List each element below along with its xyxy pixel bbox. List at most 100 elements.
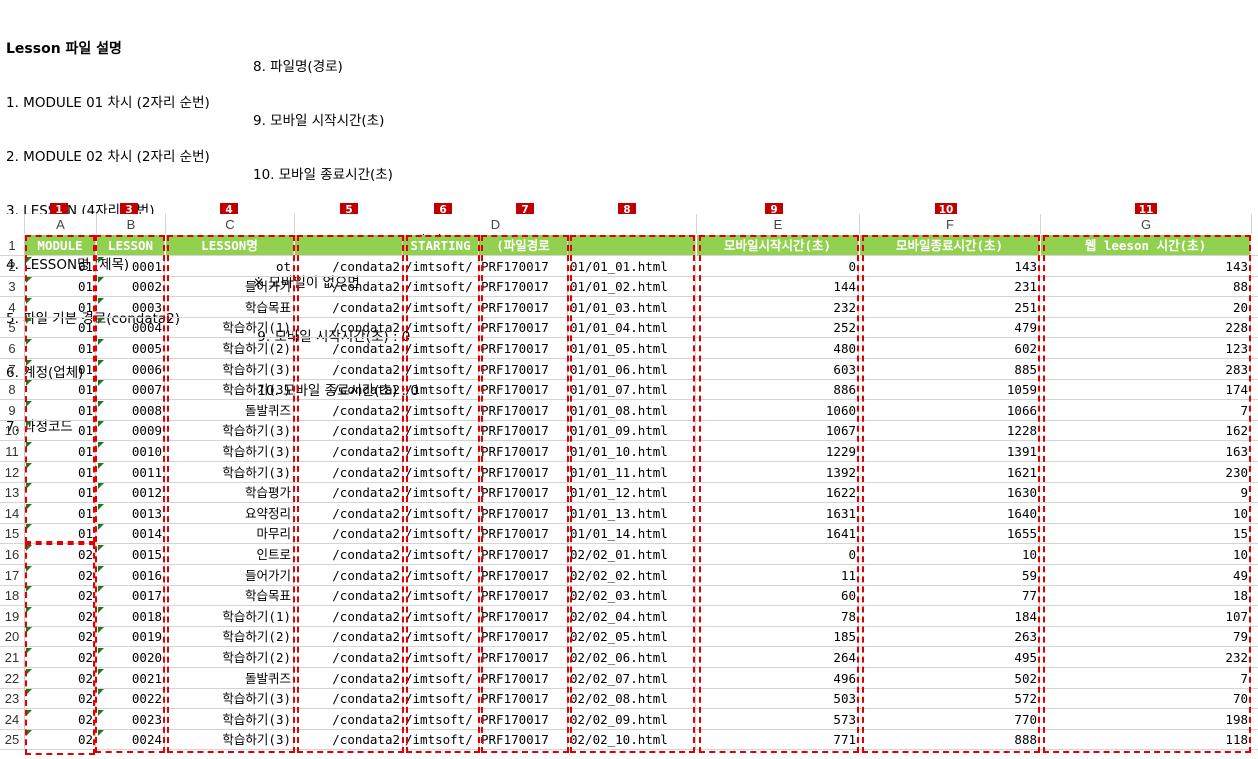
cell-lesson-name[interactable]: 학습하기(3) <box>166 688 294 709</box>
cell-course[interactable]: PRF170017 <box>479 688 568 709</box>
cell-web-time[interactable]: 232 <box>1041 647 1251 667</box>
cell-lesson[interactable]: 0021 <box>97 667 165 688</box>
cell-mobile-start[interactable]: 573 <box>697 708 859 729</box>
cell-mobile-end[interactable]: 1066 <box>860 399 1040 420</box>
column-header-a[interactable]: A <box>25 214 97 234</box>
cell-lesson[interactable]: 0019 <box>97 626 165 647</box>
cell-path[interactable]: /condata2 <box>295 461 403 482</box>
cell-account[interactable]: /imtsoft/ <box>403 255 479 276</box>
cell-path[interactable]: /condata2 <box>295 399 403 420</box>
cell-mobile-start[interactable]: 603 <box>697 358 859 379</box>
cell-path[interactable]: /condata2 <box>295 502 403 523</box>
column-header-b[interactable]: B <box>97 214 166 234</box>
cell-module[interactable]: 01 <box>25 296 96 317</box>
cell-mobile-end[interactable]: 770 <box>860 708 1040 729</box>
cell-lesson[interactable]: 0008 <box>97 399 165 420</box>
cell-course[interactable]: PRF170017 <box>479 729 568 750</box>
header-cell-mobile-start[interactable]: 모바일시작시간(초) <box>697 235 859 255</box>
row-number[interactable]: 5 <box>0 317 25 338</box>
cell-file[interactable]: 01/01_02.html <box>568 276 696 297</box>
cell-file[interactable]: 02/02_01.html <box>568 544 696 564</box>
cell-file[interactable]: 02/02_09.html <box>568 708 696 729</box>
cell-lesson[interactable]: 0022 <box>97 688 165 709</box>
cell-web-time[interactable]: 15 <box>1041 523 1251 544</box>
cell-lesson-name[interactable]: 학습목표 <box>166 296 294 317</box>
cell-mobile-start[interactable]: 185 <box>697 626 859 647</box>
cell-course[interactable]: PRF170017 <box>479 338 568 358</box>
cell-lesson[interactable]: 0002 <box>97 276 165 297</box>
cell-course[interactable]: PRF170017 <box>479 420 568 441</box>
cell-course[interactable]: PRF170017 <box>479 502 568 523</box>
cell-lesson-name[interactable]: 학습하기(2) <box>166 626 294 647</box>
cell-web-time[interactable]: 49 <box>1041 564 1251 585</box>
cell-mobile-end[interactable]: 885 <box>860 358 1040 379</box>
cell-file[interactable]: 01/01_01.html <box>568 255 696 276</box>
cell-path[interactable]: /condata2 <box>295 420 403 441</box>
cell-mobile-end[interactable]: 77 <box>860 585 1040 606</box>
cell-web-time[interactable]: 18 <box>1041 585 1251 606</box>
cell-mobile-start[interactable]: 1392 <box>697 461 859 482</box>
cell-course[interactable]: PRF170017 <box>479 585 568 606</box>
row-number[interactable]: 19 <box>0 605 25 626</box>
cell-path[interactable]: /condata2 <box>295 708 403 729</box>
cell-course[interactable]: PRF170017 <box>479 626 568 647</box>
cell-web-time[interactable]: 7 <box>1041 667 1251 688</box>
cell-lesson-name[interactable]: 들어가기 <box>166 564 294 585</box>
column-header-g[interactable]: G <box>1041 214 1252 234</box>
cell-lesson-name[interactable]: ot <box>166 255 294 276</box>
cell-lesson[interactable]: 0004 <box>97 317 165 338</box>
cell-mobile-start[interactable]: 0 <box>697 255 859 276</box>
cell-web-time[interactable]: 20 <box>1041 296 1251 317</box>
cell-path[interactable]: /condata2 <box>295 544 403 564</box>
cell-account[interactable]: /imtsoft/ <box>403 708 479 729</box>
cell-file[interactable]: 02/02_10.html <box>568 729 696 750</box>
cell-web-time[interactable]: 118 <box>1041 729 1251 750</box>
cell-mobile-end[interactable]: 1640 <box>860 502 1040 523</box>
cell-mobile-end[interactable]: 251 <box>860 296 1040 317</box>
cell-web-time[interactable]: 9 <box>1041 482 1251 503</box>
cell-account[interactable]: /imtsoft/ <box>403 482 479 503</box>
cell-lesson-name[interactable]: 마무리 <box>166 523 294 544</box>
cell-path[interactable]: /condata2 <box>295 441 403 461</box>
cell-lesson[interactable]: 0013 <box>97 502 165 523</box>
cell-course[interactable]: PRF170017 <box>479 317 568 338</box>
cell-mobile-end[interactable]: 1621 <box>860 461 1040 482</box>
cell-web-time[interactable]: 70 <box>1041 688 1251 709</box>
cell-mobile-end[interactable]: 495 <box>860 647 1040 667</box>
cell-module[interactable]: 02 <box>25 667 96 688</box>
row-number[interactable]: 11 <box>0 441 25 461</box>
cell-lesson-name[interactable]: 학습하기(3) <box>166 420 294 441</box>
cell-mobile-end[interactable]: 59 <box>860 564 1040 585</box>
cell-web-time[interactable]: 107 <box>1041 605 1251 626</box>
cell-lesson[interactable]: 0001 <box>97 255 165 276</box>
cell-course[interactable]: PRF170017 <box>479 441 568 461</box>
row-number[interactable]: 12 <box>0 461 25 482</box>
cell-web-time[interactable]: 174 <box>1041 379 1251 400</box>
row-number[interactable]: 3 <box>0 276 25 297</box>
row-number[interactable]: 4 <box>0 296 25 317</box>
cell-lesson-name[interactable]: 학습목표 <box>166 585 294 606</box>
cell-web-time[interactable]: 283 <box>1041 358 1251 379</box>
header-cell-mobile-end[interactable]: 모바일종료시간(초) <box>860 235 1040 255</box>
cell-file[interactable]: 01/01_07.html <box>568 379 696 400</box>
cell-account[interactable]: /imtsoft/ <box>403 585 479 606</box>
cell-mobile-end[interactable]: 602 <box>860 338 1040 358</box>
cell-module[interactable]: 01 <box>25 379 96 400</box>
row-number[interactable]: 22 <box>0 667 25 688</box>
row-number[interactable]: 21 <box>0 647 25 667</box>
cell-course[interactable]: PRF170017 <box>479 523 568 544</box>
cell-course[interactable]: PRF170017 <box>479 544 568 564</box>
row-number[interactable]: 24 <box>0 708 25 729</box>
cell-path[interactable]: /condata2 <box>295 379 403 400</box>
cell-file[interactable]: 01/01_12.html <box>568 482 696 503</box>
cell-web-time[interactable]: 162 <box>1041 420 1251 441</box>
cell-mobile-start[interactable]: 1067 <box>697 420 859 441</box>
row-number[interactable]: 25 <box>0 729 25 750</box>
column-header-d[interactable]: D <box>295 214 697 234</box>
row-number[interactable]: 18 <box>0 585 25 606</box>
cell-mobile-end[interactable]: 888 <box>860 729 1040 750</box>
cell-mobile-start[interactable]: 886 <box>697 379 859 400</box>
cell-path[interactable]: /condata2 <box>295 523 403 544</box>
cell-mobile-end[interactable]: 143 <box>860 255 1040 276</box>
cell-account[interactable]: /imtsoft/ <box>403 276 479 297</box>
